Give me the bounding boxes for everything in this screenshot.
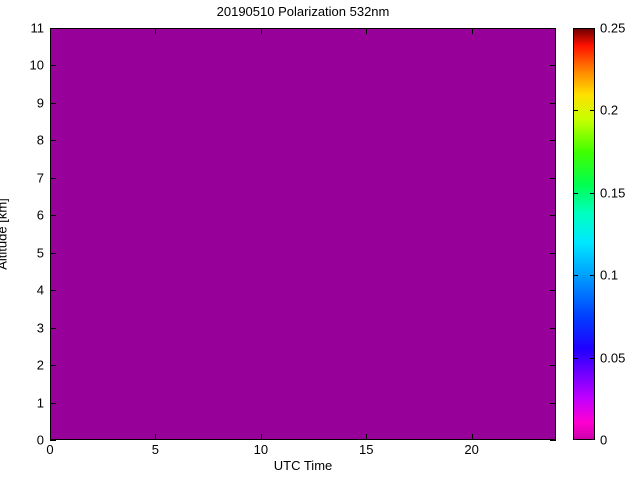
colorbar-tick-mark (573, 357, 578, 359)
colorbar-tick-mark (573, 275, 578, 277)
colorbar-tick-mark (573, 192, 578, 194)
y-tick-mark-right (550, 215, 556, 217)
y-tick-label: 2 (36, 357, 44, 373)
y-tick-mark (50, 28, 56, 29)
x-tick-mark (50, 434, 51, 440)
x-tick-mark (471, 434, 473, 440)
x-tick-label: 15 (359, 442, 374, 457)
colorbar-gradient (574, 29, 594, 439)
y-tick-mark (50, 102, 56, 104)
x-tick-label: 0 (46, 442, 54, 457)
x-tick-label: 5 (151, 442, 160, 457)
y-tick-mark-right (550, 440, 556, 441)
y-tick-mark-right (550, 365, 556, 367)
y-tick-label: 6 (36, 207, 44, 223)
x-tick-mark (366, 434, 368, 440)
y-tick-mark (50, 177, 56, 179)
colorbar-tick-mark-right (590, 192, 595, 194)
y-tick-mark-right (550, 290, 556, 292)
y-tick-mark (50, 215, 56, 217)
colorbar-tick-mark-right (590, 357, 595, 359)
y-tick-label: 9 (36, 95, 44, 111)
y-tick-mark-right (550, 177, 556, 179)
x-tick-mark-top (260, 28, 262, 34)
y-tick-label: 0 (36, 432, 44, 448)
colorbar-tick-label: 0.05 (600, 350, 626, 366)
y-tick-mark (50, 402, 56, 404)
x-tick-mark-top (155, 28, 157, 34)
colorbar-tick-label: 0.25 (600, 20, 626, 36)
y-tick-mark (50, 252, 56, 254)
x-tick-mark-top (366, 28, 368, 34)
y-tick-mark-right (550, 102, 556, 104)
x-tick-label: 10 (253, 442, 269, 457)
colorbar-tick-mark-right (590, 110, 595, 112)
x-tick-mark (155, 434, 157, 440)
x-tick-mark-top (50, 28, 51, 34)
x-tick-mark (260, 434, 262, 440)
y-tick-mark-right (550, 28, 556, 29)
colorbar-tick-label: 0.2 (600, 102, 619, 118)
y-tick-mark (50, 290, 56, 292)
y-tick-mark (50, 65, 56, 67)
y-tick-label: 1 (36, 395, 44, 411)
y-tick-mark-right (550, 327, 556, 329)
y-tick-mark (50, 440, 56, 441)
y-tick-mark-right (550, 252, 556, 254)
colorbar-tick-label: 0.15 (600, 185, 626, 201)
y-tick-label: 11 (30, 20, 45, 36)
colorbar-tick-label: 0 (600, 432, 608, 448)
y-tick-mark-right (550, 402, 556, 404)
chart-title: 20190510 Polarization 532nm (216, 4, 390, 19)
colorbar-tick-mark-right (590, 275, 595, 277)
y-tick-label: 5 (36, 245, 44, 261)
x-tick-mark-top (471, 28, 473, 34)
y-tick-label: 8 (36, 132, 44, 148)
x-axis-title: UTC Time (273, 458, 333, 473)
y-tick-label: 10 (29, 57, 44, 73)
heatmap-field (51, 29, 555, 439)
y-tick-label: 3 (36, 320, 44, 336)
plot-axes (50, 28, 556, 440)
colorbar-tick-label: 0.1 (600, 267, 619, 283)
y-tick-mark (50, 365, 56, 367)
colorbar (573, 28, 595, 440)
y-tick-mark-right (550, 140, 556, 142)
x-tick-label: 20 (464, 442, 479, 457)
y-tick-mark (50, 140, 56, 142)
y-tick-label: 7 (36, 170, 44, 186)
y-tick-mark-right (550, 65, 556, 67)
y-tick-label: 4 (36, 282, 44, 298)
y-tick-mark (50, 327, 56, 329)
colorbar-tick-mark (573, 110, 578, 112)
